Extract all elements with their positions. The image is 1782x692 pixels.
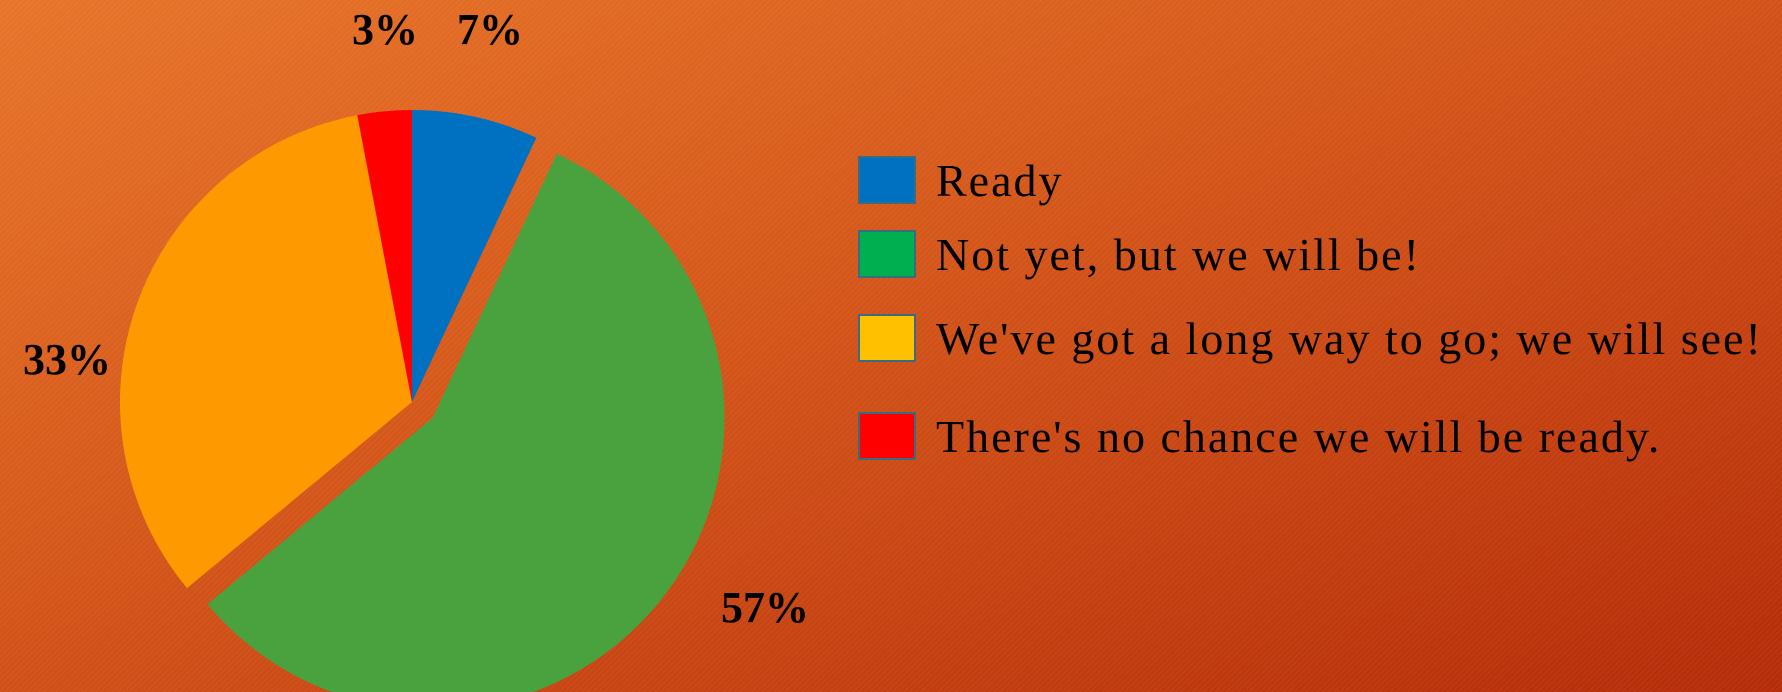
legend-item-no-chance: There's no chance we will be ready. <box>858 406 1661 466</box>
data-label-long-way: 33% <box>23 335 111 384</box>
data-label-ready: 7% <box>457 5 523 54</box>
data-label-no-chance: 3% <box>352 5 418 54</box>
pie-data-labels: 7% 57% 33% 3% <box>23 5 809 632</box>
legend-swatch-ready <box>858 156 916 204</box>
data-label-not-yet: 57% <box>721 583 809 632</box>
legend-swatch-not-yet <box>858 230 916 278</box>
legend-label-long-way: We've got a long way to go; we will see! <box>936 312 1763 364</box>
pie-slice-not-yet <box>207 153 725 692</box>
pie-slice-long-way <box>119 115 412 589</box>
legend-item-long-way: We've got a long way to go; we will see! <box>858 308 1763 368</box>
pie-slices <box>119 110 725 692</box>
legend-label-no-chance: There's no chance we will be ready. <box>936 410 1662 462</box>
legend-label-ready: Ready <box>936 154 1064 206</box>
pie-slice-ready <box>412 110 537 402</box>
legend-item-ready: Ready <box>858 150 1064 210</box>
legend-label-not-yet: Not yet, but we will be! <box>936 228 1421 280</box>
legend-swatch-long-way <box>858 314 916 362</box>
legend-item-not-yet: Not yet, but we will be! <box>858 224 1421 284</box>
legend-swatch-no-chance <box>858 412 916 460</box>
pie-slice-no-chance <box>357 110 412 402</box>
